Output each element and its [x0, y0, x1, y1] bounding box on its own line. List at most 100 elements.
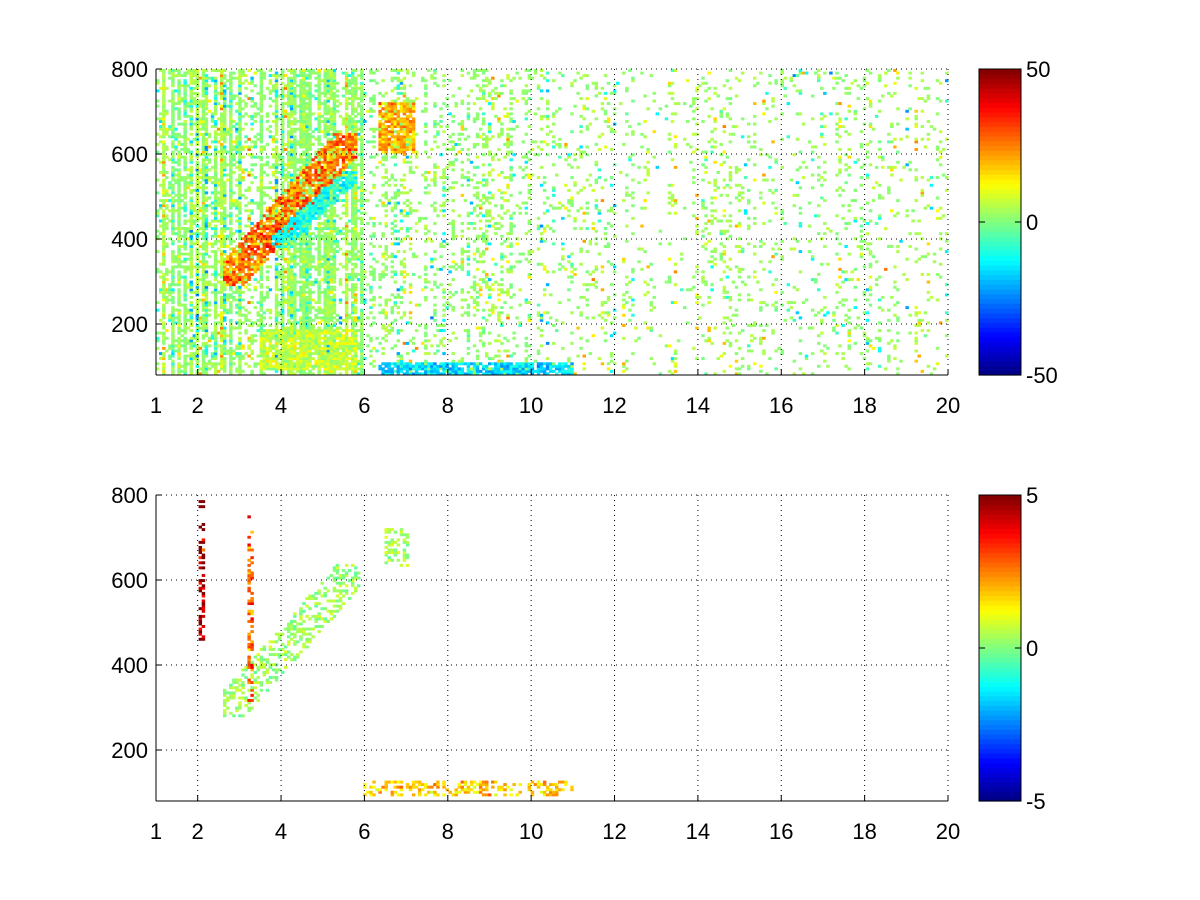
heatmap-cell [177, 199, 181, 203]
heatmap-cell [338, 171, 343, 174]
heatmap-cell [299, 359, 303, 363]
heatmap-cell [271, 219, 276, 223]
heatmap-cell [326, 97, 331, 101]
heatmap-cell [347, 275, 352, 279]
heatmap-cell [351, 148, 355, 151]
heatmap-cell [256, 69, 260, 72]
heatmap-cell [183, 326, 187, 330]
heatmap-cell [171, 339, 175, 343]
heatmap-cell [165, 171, 169, 174]
heatmap-cell [238, 69, 242, 72]
heatmap-cell [259, 219, 264, 223]
heatmap-cell [247, 137, 251, 141]
heatmap-cell [311, 232, 315, 236]
heatmap-cell [171, 367, 175, 371]
heatmap-cell [223, 245, 227, 248]
heatmap-cell [290, 344, 294, 348]
heatmap-cell [344, 153, 349, 157]
heatmap-cell [354, 158, 358, 162]
heatmap-cell [287, 306, 291, 310]
heatmap-cell [332, 122, 337, 126]
heatmap-cell [271, 163, 276, 167]
heatmap-cell [283, 364, 288, 368]
heatmap-cell [162, 91, 166, 95]
heatmap-cell [171, 125, 175, 129]
heatmap-cell [360, 204, 364, 208]
heatmap-cell [277, 216, 282, 220]
heatmap-cell [335, 199, 340, 203]
heatmap-cell [177, 122, 181, 126]
heatmap-cell [238, 344, 242, 348]
heatmap-cell [201, 278, 206, 282]
heatmap-cell [189, 308, 193, 312]
heatmap-cell [287, 344, 291, 348]
heatmap-cell [326, 352, 331, 356]
heatmap-cell [351, 145, 355, 149]
heatmap-cell [168, 318, 172, 322]
heatmap-cell [235, 143, 239, 146]
heatmap-cell [213, 339, 218, 343]
heatmap-cell [244, 265, 248, 269]
heatmap-cell [232, 357, 236, 361]
heatmap-cell [344, 331, 349, 335]
heatmap-cell [159, 204, 163, 208]
heatmap-cell [287, 252, 291, 256]
heatmap-cell [360, 283, 364, 287]
heatmap-cell [311, 183, 315, 187]
heatmap-cell [357, 102, 361, 106]
heatmap-cell [293, 324, 297, 327]
heatmap-cell [317, 270, 321, 274]
heatmap-cell [320, 229, 324, 233]
heatmap-cell [195, 69, 200, 72]
heatmap-cell [204, 153, 209, 157]
heatmap-cell [216, 199, 221, 203]
heatmap-cell [347, 122, 352, 126]
heatmap-cell [235, 252, 239, 256]
heatmap-cell [216, 91, 221, 95]
heatmap-cell [204, 321, 209, 325]
heatmap-cell [341, 237, 346, 241]
heatmap-cell [159, 183, 163, 187]
heatmap-cell [287, 81, 291, 85]
heatmap-cell [268, 247, 273, 251]
heatmap-cell [287, 227, 291, 231]
heatmap-cell [201, 336, 206, 340]
heatmap-cell [277, 364, 282, 368]
heatmap-cell [305, 232, 309, 236]
heatmap-cell [271, 344, 276, 348]
heatmap-cell [326, 219, 331, 223]
heatmap-cell [332, 354, 337, 358]
heatmap-cell [314, 265, 318, 269]
heatmap-cell [305, 265, 309, 269]
heatmap-cell [259, 145, 264, 149]
heatmap-cell [305, 227, 309, 231]
heatmap-cell [265, 193, 270, 197]
heatmap-cell [347, 125, 352, 129]
heatmap-cell [201, 285, 206, 289]
heatmap-cell [262, 357, 267, 361]
heatmap-cell [189, 318, 193, 322]
heatmap-cell [256, 354, 260, 358]
heatmap-cell [177, 293, 181, 297]
heatmap-cell [259, 91, 264, 95]
heatmap-cell [198, 102, 203, 106]
heatmap-cell [308, 308, 312, 312]
heatmap-cell [351, 237, 355, 241]
heatmap-cell [351, 125, 355, 129]
heatmap-cell [268, 339, 273, 343]
heatmap-cell [195, 209, 200, 213]
heatmap-cell [317, 204, 321, 208]
heatmap-cell [274, 130, 279, 134]
heatmap-cell [302, 285, 306, 289]
heatmap-cell [162, 324, 166, 327]
heatmap-cell [296, 331, 300, 335]
heatmap-cell [341, 346, 346, 350]
heatmap-cell [293, 178, 297, 182]
heatmap-cell [244, 86, 248, 90]
heatmap-cell [347, 117, 352, 121]
heatmap-cell [360, 354, 364, 358]
heatmap-cell [195, 339, 200, 343]
heatmap-cell [287, 196, 291, 200]
heatmap-cell [351, 346, 355, 350]
